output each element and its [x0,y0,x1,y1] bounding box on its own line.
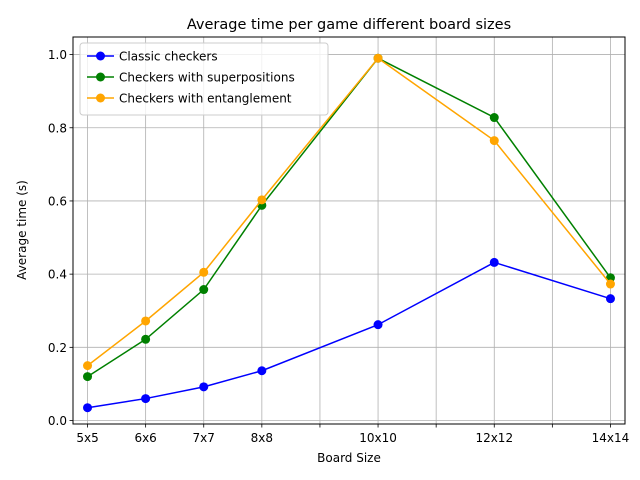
x-tick-label: 14x14 [592,431,630,445]
data-point [83,372,93,382]
legend-label: Checkers with superpositions [119,71,295,85]
data-point [199,267,209,277]
legend-marker [96,51,105,61]
data-point [83,361,93,371]
data-point [605,273,615,283]
legend-item: Checkers with superpositions [87,71,295,85]
y-tick-label: 0.4 [48,268,67,282]
data-point [83,403,93,413]
x-tick-label: 6x6 [134,431,156,445]
x-axis-title: Board Size [317,451,381,465]
data-point [489,257,499,267]
series-2 [83,53,615,371]
data-point [257,195,267,205]
chart-title: Average time per game different board si… [187,17,511,33]
legend-item: Classic checkers [87,50,218,64]
y-tick-label: 0.2 [48,341,67,355]
legend: Classic checkers Checkers with superposit… [79,42,329,116]
data-point [489,113,499,123]
series-layer [83,53,615,413]
data-point [605,279,615,289]
x-tick-label: 10x10 [359,431,397,445]
legend-marker [96,72,105,82]
legend-box [79,42,329,116]
plot-frame [72,36,626,425]
data-point [199,285,209,295]
data-point [373,320,383,330]
series-0 [83,257,615,413]
x-tick-label: 5x5 [76,431,98,445]
data-point [199,382,209,392]
x-tick-label: 7x7 [193,431,215,445]
data-point [489,136,499,146]
x-axis: 5x5 6x6 7x7 8x8 10x10 12x12 14x14 [76,424,629,445]
x-tick-label: 12x12 [475,431,513,445]
legend-label: Classic checkers [119,50,218,64]
legend-label: Checkers with entanglement [119,92,292,106]
y-tick-label: 0.8 [48,121,67,135]
data-point [141,334,151,344]
y-tick-label: 0.6 [48,194,67,208]
legend-item: Checkers with entanglement [87,92,292,106]
y-tick-label: 0.0 [48,414,67,428]
data-point [141,316,151,326]
data-point [257,366,267,376]
y-axis-title: Average time (s) [15,180,29,280]
data-point [373,53,383,63]
y-tick-label: 1.0 [48,48,67,62]
legend-marker [96,93,105,103]
data-point [605,294,615,304]
y-axis: 0.0 0.2 0.4 0.6 0.8 1.0 [48,48,73,428]
data-point [141,394,151,404]
x-tick-label: 8x8 [251,431,273,445]
